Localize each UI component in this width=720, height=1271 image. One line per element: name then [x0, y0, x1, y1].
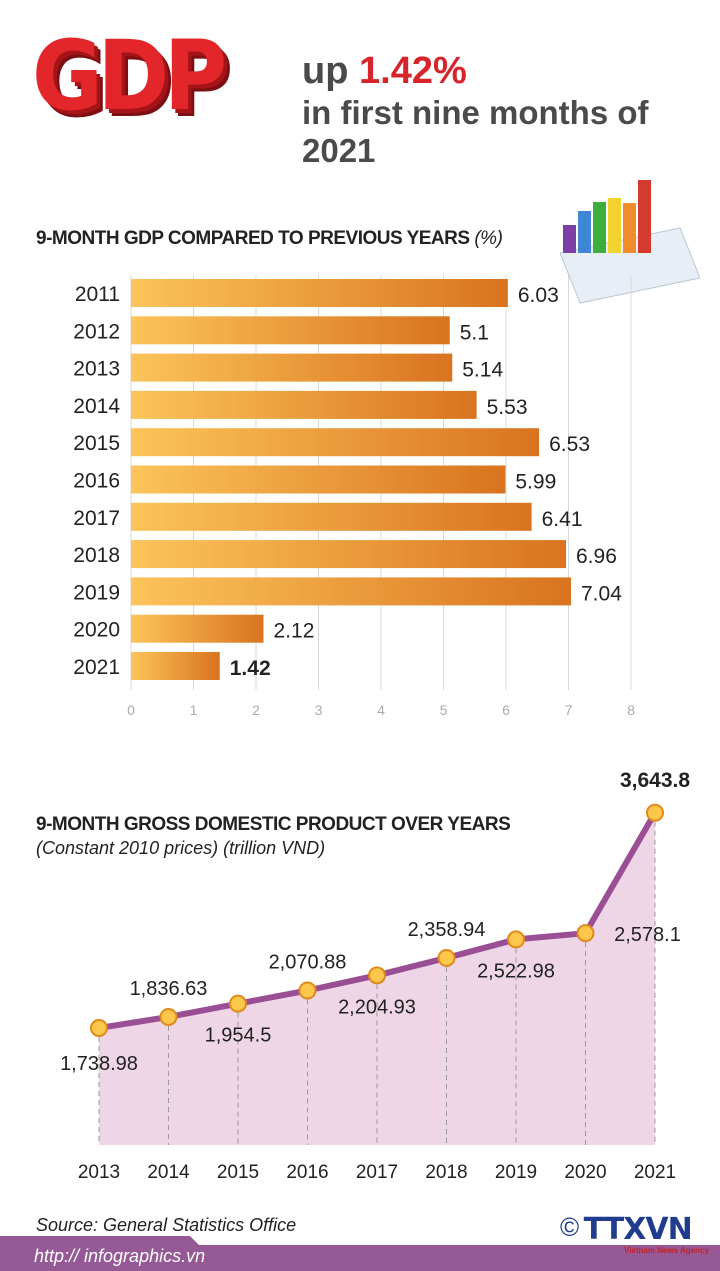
- data-label: 1,738.98: [60, 1053, 138, 1075]
- data-label: 1,836.63: [130, 978, 208, 1000]
- data-point: [298, 981, 317, 1000]
- data-label: 2,358.94: [408, 919, 486, 941]
- gdp-logo: GDP: [32, 20, 227, 132]
- data-point: [229, 994, 247, 1013]
- y-category-label: 2012: [73, 320, 120, 343]
- x-category-label: 2014: [147, 1162, 190, 1183]
- bar-value-label: 6.41: [542, 508, 583, 531]
- x-tick-label: 5: [440, 702, 448, 718]
- headline-value: 1.42%: [359, 50, 467, 92]
- copyright-icon: ©: [560, 1212, 580, 1242]
- bar-value-label: 6.03: [518, 284, 559, 307]
- x-category-label: 2020: [564, 1162, 606, 1183]
- data-point: [646, 803, 664, 822]
- source-note: Source: General Statistics Office: [36, 1215, 297, 1235]
- x-category-label: 2015: [217, 1162, 259, 1183]
- bar-value-label: 5.1: [460, 321, 489, 344]
- line-chart: 1,738.98 2013 1,836.63 2014 1,954.5 2015 2,070…: [60, 769, 690, 1183]
- data-label: 2,522.98: [477, 960, 555, 982]
- x-tick-label: 0: [127, 702, 135, 718]
- x-category-label: 2017: [356, 1162, 398, 1183]
- bar-value-label: 5.14: [462, 359, 503, 382]
- x-tick-label: 6: [502, 702, 510, 718]
- x-tick-label: 7: [565, 702, 573, 718]
- y-category-label: 2013: [73, 358, 120, 381]
- bar: [131, 390, 477, 419]
- data-point: [507, 930, 525, 949]
- bar: [131, 652, 220, 680]
- bar: [131, 577, 571, 606]
- bar-value-label: 6.53: [549, 433, 590, 456]
- y-category-label: 2021: [73, 656, 120, 679]
- bar: [131, 316, 450, 345]
- x-tick-label: 3: [315, 702, 323, 718]
- y-category-label: 2019: [73, 581, 120, 604]
- x-category-label: 2013: [78, 1162, 120, 1183]
- headline: up 1.42%: [302, 50, 467, 93]
- x-tick-label: 4: [377, 702, 385, 718]
- y-category-label: 2020: [73, 619, 120, 642]
- line-chart-subtitle: (Constant 2010 prices) (trillion VND): [36, 838, 326, 858]
- bar: [131, 428, 540, 457]
- data-label: 2,204.93: [338, 996, 416, 1018]
- bar-value-label: 6.96: [576, 545, 617, 568]
- data-point: [437, 948, 456, 967]
- data-point: [576, 924, 595, 943]
- bar-chart: 0 1 2 3 4 5 6 7 8 2011 6.03 2012 5.1 2013 5.14 2014 5.53…: [73, 275, 635, 718]
- y-category-label: 2014: [73, 395, 120, 418]
- bar-value-label: 2.12: [274, 620, 315, 643]
- line-chart-title: 9-MONTH GROSS DOMESTIC PRODUCT OVER YEAR…: [36, 814, 511, 835]
- data-point: [159, 1007, 178, 1026]
- y-category-label: 2016: [73, 470, 120, 493]
- y-category-label: 2018: [73, 544, 120, 567]
- x-category-label: 2016: [286, 1162, 328, 1183]
- footer-bar: [0, 1245, 720, 1271]
- x-tick-label: 2: [252, 702, 260, 718]
- bar-value-label: 5.53: [487, 396, 528, 419]
- footer-tab: [0, 1236, 200, 1246]
- bar: [131, 353, 453, 382]
- y-category-label: 2017: [73, 507, 120, 530]
- headline-subtitle: in first nine months of 2021: [302, 94, 649, 169]
- bar: [131, 279, 508, 307]
- footer-url[interactable]: http:// infographics.vn: [34, 1246, 206, 1266]
- agency-name: Vietnam News Agency: [624, 1246, 709, 1255]
- x-tick-label: 8: [627, 702, 635, 718]
- bar: [131, 502, 532, 531]
- bar: [131, 540, 566, 569]
- y-category-label: 2015: [73, 432, 120, 455]
- agency-logo: © TTXVN Vietnam News Agency: [560, 1212, 709, 1255]
- data-point: [368, 966, 386, 985]
- bar-value-label: 1.42: [230, 657, 271, 680]
- data-label: 2,578.1: [614, 924, 681, 946]
- ttxvn-logo: TTXVN: [583, 1212, 693, 1247]
- x-tick-label: 1: [190, 702, 198, 718]
- data-label: 2,070.88: [269, 951, 347, 973]
- bar-chart-title: 9-MONTH GDP COMPARED TO PREVIOUS YEARS (…: [36, 228, 503, 249]
- headline-prefix: up: [302, 50, 349, 92]
- bar-value-label: 7.04: [581, 582, 622, 605]
- y-category-label: 2011: [75, 283, 120, 306]
- bar: [131, 465, 506, 494]
- bar: [131, 614, 264, 643]
- data-point: [90, 1019, 108, 1037]
- x-category-label: 2019: [495, 1162, 537, 1183]
- bar-value-label: 5.99: [515, 471, 556, 494]
- data-label: 1,954.5: [205, 1025, 272, 1047]
- bar-chart-illustration-icon: [560, 180, 700, 304]
- x-category-label: 2021: [634, 1162, 676, 1183]
- x-category-label: 2018: [425, 1162, 467, 1183]
- data-label: 3,643.8: [620, 769, 690, 792]
